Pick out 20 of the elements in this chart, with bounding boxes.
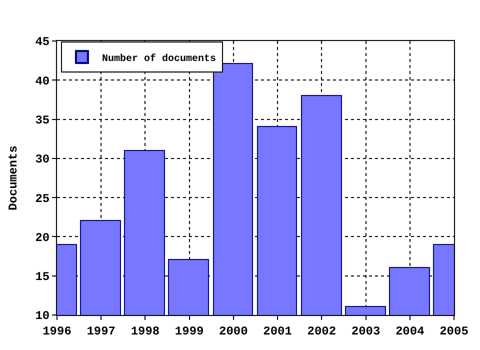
y-tick-label: 10	[35, 309, 50, 324]
x-tick-label: 2001	[263, 324, 292, 338]
y-tick-label: 30	[35, 152, 50, 167]
x-tick-label: 2000	[219, 324, 248, 338]
y-tick-label: 15	[35, 270, 50, 284]
y-tick-label: 45	[35, 35, 50, 50]
x-tick-label: 2003	[351, 324, 380, 338]
x-tick-label: 1997	[86, 324, 116, 338]
y-tick-label: 20	[35, 230, 50, 245]
y-tick-label: 35	[35, 113, 50, 128]
x-tick-label: 1999	[174, 324, 204, 338]
x-tick-label: 2002	[307, 324, 336, 338]
y-tick-label: 40	[35, 74, 50, 88]
x-tick-label: 2005	[440, 324, 468, 338]
legend-label: Number of documents	[102, 52, 216, 65]
x-tick-label: 1998	[130, 324, 160, 338]
x-tick-label: 1996	[42, 324, 72, 338]
x-tick-label: 2004	[395, 324, 424, 338]
y-tick-label: 25	[35, 192, 50, 206]
y-axis-title: Documents	[6, 146, 20, 210]
